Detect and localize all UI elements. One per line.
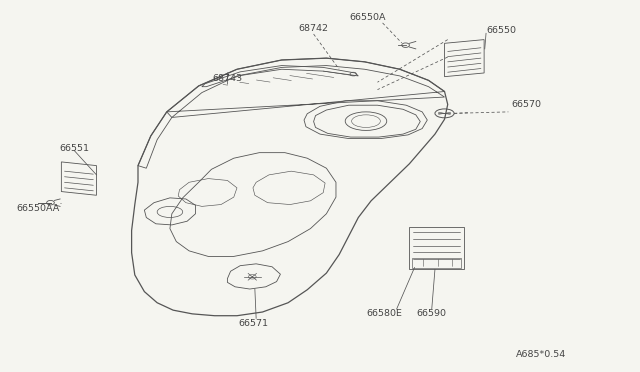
Text: 66551: 66551 xyxy=(59,144,89,153)
Text: 68742: 68742 xyxy=(299,24,328,33)
Text: 66550: 66550 xyxy=(486,26,516,35)
Text: 66580E: 66580E xyxy=(366,310,402,318)
Text: 66571: 66571 xyxy=(238,319,268,328)
Text: 68743: 68743 xyxy=(212,74,243,83)
Text: 66570: 66570 xyxy=(511,100,541,109)
Text: 66590: 66590 xyxy=(417,310,447,318)
Text: 66550A: 66550A xyxy=(349,13,386,22)
Text: A685*0.54: A685*0.54 xyxy=(516,350,566,359)
Text: 66550AA: 66550AA xyxy=(16,204,60,213)
